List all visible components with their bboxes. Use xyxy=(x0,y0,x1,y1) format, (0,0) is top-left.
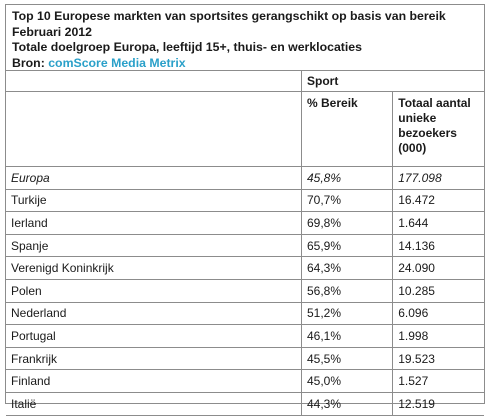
table-title: Top 10 Europese markten van sportsites g… xyxy=(12,9,446,23)
cell-reach: 64,3% xyxy=(300,256,394,280)
cell-market: Spanje xyxy=(6,233,302,258)
cell-market: Italië xyxy=(6,391,302,416)
cell-market: Nederland xyxy=(6,301,302,326)
cell-reach: 44,3% xyxy=(300,391,394,416)
cell-visitors: 14.136 xyxy=(392,233,484,258)
cell-reach: 51,2% xyxy=(300,301,394,326)
table-row: Spanje 65,9% 14.136 xyxy=(6,233,484,258)
cell-reach: 46,1% xyxy=(300,324,394,348)
table-row: Turkije 70,7% 16.472 xyxy=(6,188,484,213)
table-row: Nederland 51,2% 6.096 xyxy=(6,301,484,326)
source-label: Bron: xyxy=(12,55,45,70)
cell-visitors: 1.644 xyxy=(392,211,484,235)
cell-market: Ierland xyxy=(6,211,302,235)
cell-visitors: 1.998 xyxy=(392,324,484,348)
group-header-sport: Sport xyxy=(301,71,484,92)
cell-market: Polen xyxy=(6,278,302,303)
cell-visitors: 177.098 xyxy=(392,166,484,190)
cell-market: Portugal xyxy=(6,324,302,348)
table-row: Italië 44,3% 12.519 xyxy=(6,391,484,416)
cell-visitors: 6.096 xyxy=(392,301,484,326)
group-header-empty xyxy=(6,71,302,92)
table-row: Finland 45,0% 1.527 xyxy=(6,369,484,393)
column-header-market xyxy=(6,91,302,167)
cell-reach: 56,8% xyxy=(300,278,394,303)
cell-reach: 65,9% xyxy=(300,233,394,258)
table-row: Frankrijk 45,5% 19.523 xyxy=(6,346,484,371)
cell-reach: 69,8% xyxy=(300,211,394,235)
column-header-reach: % Bereik xyxy=(300,91,394,167)
cell-reach: 45,0% xyxy=(300,369,394,393)
cell-market: Europa xyxy=(6,166,302,190)
cell-reach: 45,8% xyxy=(300,166,394,190)
cell-visitors: 12.519 xyxy=(392,391,484,416)
cell-visitors: 24.090 xyxy=(392,256,484,280)
source-name: comScore Media Metrix xyxy=(48,55,186,70)
table-header: Top 10 Europese markten van sportsites g… xyxy=(6,5,484,71)
data-table: Sport % Bereik Totaal aantal unieke bezo… xyxy=(6,71,484,416)
cell-visitors: 10.285 xyxy=(392,278,484,303)
cell-visitors: 16.472 xyxy=(392,188,484,213)
table-period: Februari 2012 xyxy=(12,24,92,39)
table-frame: Top 10 Europese markten van sportsites g… xyxy=(5,4,485,416)
table-row: Polen 56,8% 10.285 xyxy=(6,278,484,303)
table-row: Europa 45,8% 177.098 xyxy=(6,166,484,190)
cell-market: Frankrijk xyxy=(6,346,302,371)
table-source: Bron: comScore Media Metrix xyxy=(12,56,478,72)
cell-market: Turkije xyxy=(6,188,302,213)
table-row: Verenigd Koninkrijk 64,3% 24.090 xyxy=(6,256,484,280)
column-header-visitors: Totaal aantal unieke bezoekers (000) xyxy=(392,91,484,167)
group-header-row: Sport xyxy=(6,71,484,92)
cell-market: Finland xyxy=(6,369,302,393)
column-header-row: % Bereik Totaal aantal unieke bezoekers … xyxy=(6,91,484,167)
cell-market: Verenigd Koninkrijk xyxy=(6,256,302,280)
table-row: Ierland 69,8% 1.644 xyxy=(6,211,484,235)
cell-reach: 70,7% xyxy=(300,188,394,213)
table-audience: Totale doelgroep Europa, leeftijd 15+, t… xyxy=(12,40,362,54)
table-row: Portugal 46,1% 1.998 xyxy=(6,324,484,348)
cell-visitors: 1.527 xyxy=(392,369,484,393)
cell-visitors: 19.523 xyxy=(392,346,484,371)
cell-reach: 45,5% xyxy=(300,346,394,371)
